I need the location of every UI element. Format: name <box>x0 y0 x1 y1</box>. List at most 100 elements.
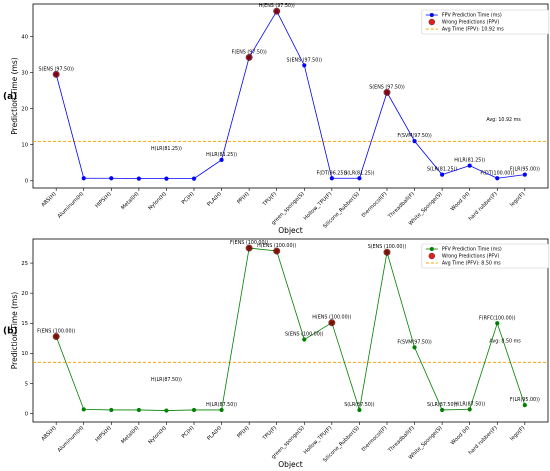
panel-a-legend-series-label: FPV Prediction Time (ms) <box>442 13 502 19</box>
panel-a-y-tick-label: 0 <box>25 179 28 185</box>
panel-b-panel-label: (b) <box>3 327 18 337</box>
panel-b-legend-box <box>421 243 550 269</box>
panel-b-point-label: S(LR(87.50)) <box>344 402 374 408</box>
panel-b-x-tick-label: PC(H) <box>181 425 196 440</box>
panel-a-annotation: H(LR(81.25)) <box>151 146 182 152</box>
panel-b-y-axis-title: Prediction Time (ms) <box>10 292 19 370</box>
panel-b-wrong-prediction-marker <box>52 333 60 340</box>
panel-a-data-point <box>302 63 307 68</box>
panel-b-legend-wrong-marker <box>428 252 435 260</box>
panel-a-data-point <box>495 176 500 181</box>
panel-a-point-label: F(SVM(97.50)) <box>397 133 432 139</box>
panel-b-x-tick-label: TPU(F) <box>261 425 278 442</box>
panel-a-y-tick-label: 20 <box>21 106 28 112</box>
panel-b-x-tick-label: hard rubber(F) <box>468 425 499 456</box>
panel-a-data-point <box>136 176 141 181</box>
panel-b-data-point <box>495 321 500 326</box>
panel-b-x-axis-title: Object <box>278 460 302 469</box>
panel-b-y-tick-label: 0 <box>25 411 28 417</box>
panel-b-data-point <box>81 407 86 412</box>
panel-a-x-tick-label: Nylon(H) <box>147 191 167 211</box>
panel-b-wrong-prediction-marker <box>383 248 391 256</box>
panel-a-point-label: H(LR(81.25)) <box>206 152 237 158</box>
panel-b-x-tick-label: PP(H) <box>236 425 250 439</box>
panel-b-y-tick-label: 15 <box>21 321 28 327</box>
panel-a-x-tick-label: PC(H) <box>181 191 196 206</box>
panel-a-legend-avg-label: Avg Time (FPV): 10.92 ms <box>442 27 504 33</box>
panel-b-data-point <box>164 408 169 413</box>
panel-b-wrong-prediction-marker <box>245 244 253 252</box>
panel-a-x-tick-label: TPU(F) <box>261 191 278 208</box>
panel-b-data-point <box>412 345 417 350</box>
panel-b-point-label: F(ENS (100.00)) <box>37 329 75 335</box>
panel-a-point-label: F(DT(100.00)) <box>480 170 514 176</box>
panel-b-data-point <box>522 403 527 408</box>
panel-b-data-point <box>219 407 224 413</box>
panel-b-x-tick-label: thermocol(F) <box>361 425 389 453</box>
panel-b-series-line <box>55 247 526 411</box>
panel-b-x-tick-label: Nylon(H) <box>147 425 167 445</box>
panel-a-data-point <box>109 176 114 181</box>
panel-a-x-tick-label: PLA(H) <box>206 191 223 208</box>
panel-a-y-tick-label: 30 <box>21 70 28 76</box>
panel-b-point-label: H(LR(87.50)) <box>454 401 485 407</box>
panel-a-data-point <box>219 157 224 162</box>
panel-a-panel-label: (a) <box>3 92 17 102</box>
panel-a-wrong-prediction-marker <box>273 7 281 15</box>
panel-a-point-label: S(LR(81.25)) <box>427 167 457 173</box>
panel-a-x-tick-label: hard rubber(F) <box>468 191 499 222</box>
panel-b-x-tick-label: ABS(H) <box>40 425 57 442</box>
panel-b-x-tick-label: Aluminum(H) <box>57 425 86 454</box>
panel-a-point-label: F(ENS (97.50)) <box>232 49 267 55</box>
panel-b-point-label: S(LR(87.50)) <box>427 402 457 408</box>
panel-a-x-tick-label: ABS(H) <box>40 191 57 208</box>
panel-b-point-label: S(ENS (100.00)) <box>285 332 324 338</box>
panel-a-wrong-prediction-marker <box>245 53 253 61</box>
panel-a-data-point <box>191 176 197 181</box>
panel-a-data-point <box>357 176 362 181</box>
panel-b-x-tick-label: Wood (H) <box>450 425 471 446</box>
panel-b-point-label: H(LR(87.50)) <box>206 402 237 408</box>
panel-a-avg-annotation: Avg: 10.92 ms <box>486 117 521 123</box>
panel-a-legend-box <box>421 9 550 35</box>
panel-b-data-point <box>136 407 141 413</box>
panel-a-data-point <box>164 176 169 181</box>
panel-a-x-tick-label: lego(F) <box>509 191 526 208</box>
panel-a-data-point <box>522 172 527 177</box>
panel-a-y-tick-label: 40 <box>21 34 28 40</box>
panel-a-legend-series-marker <box>429 13 434 17</box>
panel-b-data-point <box>440 407 445 413</box>
panel-b-point-label: F(RFC(100.00)) <box>479 315 516 321</box>
panel-a-x-tick-label: Metal(H) <box>120 191 140 211</box>
panel-b-point-label: H(ENS (100.00)) <box>257 243 296 249</box>
panel-a-x-tick-label: PP(H) <box>236 191 250 205</box>
panel-b-wrong-prediction-marker <box>273 247 281 255</box>
panel-b-plot-frame <box>32 238 549 423</box>
panel-a-x-axis-title: Object <box>278 226 302 235</box>
panel-a-wrong-prediction-marker <box>52 70 60 78</box>
panel-b-y-tick-label: 20 <box>21 291 28 297</box>
panel-b-point-label: F(LR(95.00)) <box>510 397 540 403</box>
panel-a-plot-frame <box>32 3 549 189</box>
panel-a-data-point <box>467 163 472 168</box>
panel-b-x-tick-label: PLA(H) <box>206 425 223 442</box>
panel-b-legend-series-marker <box>429 247 434 251</box>
panel-a-legend-wrong-marker <box>428 18 435 26</box>
panel-a-series-line <box>55 10 525 180</box>
panel-b-point-label: S(ENS (100.00)) <box>368 244 407 250</box>
panel-a-point-label: S(ENS (97.50)) <box>38 66 74 72</box>
panel-b-avg-annotation: Avg: 8.50 ms <box>489 338 521 344</box>
panel-b-data-point <box>302 337 307 342</box>
panel-a-x-tick-label: HIPS(H) <box>94 191 112 209</box>
panel-a-y-tick-label: 10 <box>21 143 28 149</box>
panel-a-point-label: S(ENS (97.50)) <box>369 84 405 90</box>
panel-b-legend-avg-label: Avg Time (PFV): 8.50 ms <box>442 261 501 267</box>
panel-a-x-tick-label: Threadball(F) <box>387 191 416 220</box>
panel-a-point-label: F(LR(95.00)) <box>510 167 540 173</box>
panel-b-legend-series-label: PFV Prediction Time (ms) <box>442 247 502 253</box>
panel-b-x-tick-label: Threadball(F) <box>387 425 416 454</box>
panel-a-y-axis-title: Prediction Time (ms) <box>10 57 19 135</box>
panel-b-data-point <box>191 407 197 413</box>
